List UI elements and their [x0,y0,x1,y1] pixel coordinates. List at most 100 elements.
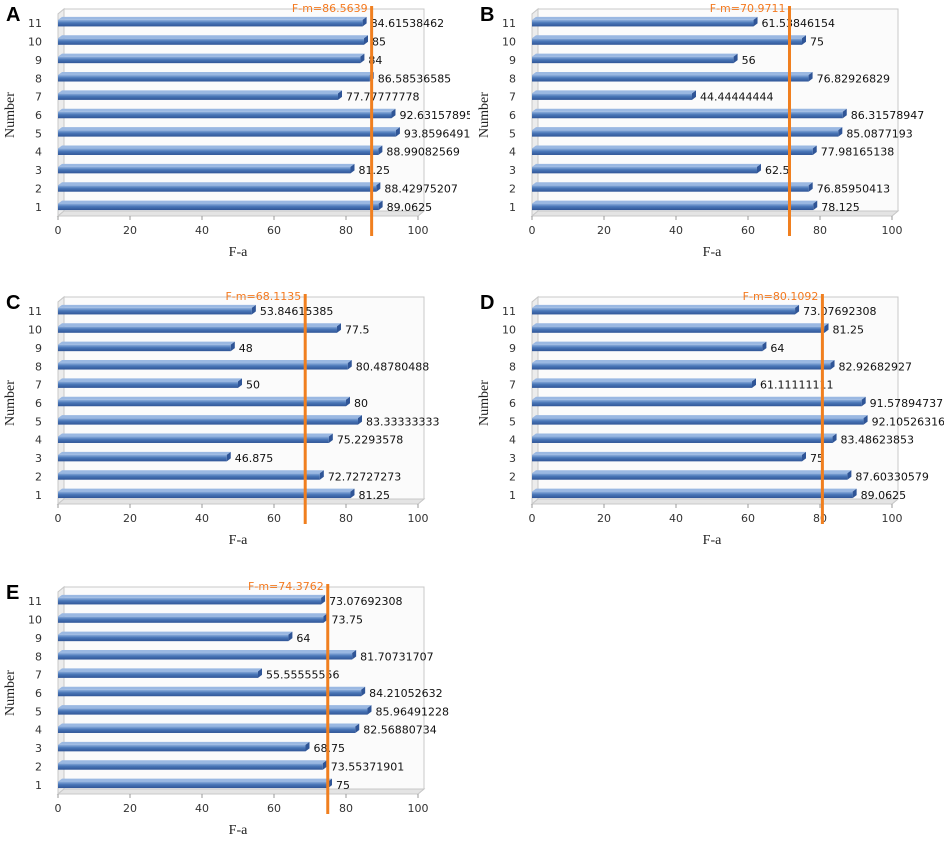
y-tick-label: 6 [509,109,516,122]
bar-end [362,16,367,27]
bar-top [58,723,360,727]
y-tick-label: 9 [35,342,42,355]
bar-top [58,415,362,419]
bar-value-label: 92.10526316 [872,415,944,428]
y-tick-label: 10 [28,614,42,627]
fm-label: F-m=86.5639 [292,2,368,15]
bar-value-label: 64 [770,342,784,355]
y-tick-label: 6 [35,397,42,410]
bar-value-label: 76.82926829 [817,72,890,85]
bar-value-label: 82.92682927 [839,360,912,373]
y-tick-label: 7 [35,91,42,104]
x-tick-label: 80 [813,512,827,525]
bar [58,75,370,82]
floor [530,210,900,217]
y-tick-label: 6 [35,687,42,700]
bar-end [355,723,360,733]
bar [532,185,809,192]
y-tick-label: 2 [509,470,516,483]
x-tick-label: 60 [741,224,755,237]
bar-value-label: 80.48780488 [356,360,429,373]
bar-end [852,488,857,499]
bar-end [692,90,696,100]
bar-top [532,35,806,39]
bar-end [364,35,368,45]
y-tick-label: 1 [509,489,516,502]
bar [58,616,324,623]
bar-end [863,415,868,425]
bar-end [830,360,835,370]
bar-top [532,488,857,492]
bar [532,93,692,100]
y-tick-label: 4 [35,724,42,737]
y-axis-title: Number [3,92,18,138]
bar-end [328,433,333,443]
bar-value-label: 53.84615385 [260,305,333,318]
bar [532,326,825,333]
x-tick-label: 0 [529,512,536,525]
bar-top [58,396,350,400]
bar-value-label: 83.48623853 [841,434,914,447]
x-tick-label: 100 [882,512,903,525]
y-tick-label: 9 [509,54,516,67]
y-tick-label: 7 [35,669,42,682]
fm-label: F-m=70.9711 [710,2,786,15]
bar-value-label: 81.70731707 [360,650,433,663]
bar-end [733,53,738,64]
bar [58,473,320,480]
bar [532,166,757,174]
bar-top [58,631,293,635]
bar [58,399,346,407]
y-tick-label: 1 [509,201,516,214]
bar-end [762,341,767,352]
x-tick-label: 80 [339,802,353,815]
bar-value-label: 77.5 [345,324,370,337]
y-axis-title: Number [477,92,492,138]
bar-value-label: 77.98165138 [821,146,894,159]
bar-end [824,323,829,333]
bar [532,203,814,211]
bar [58,781,328,789]
bar-end [753,16,758,27]
x-tick-label: 80 [339,224,353,237]
bar-top [532,182,813,186]
bar [532,307,796,315]
bar-top [532,470,852,474]
bar-value-label: 93.85964912 [404,127,470,140]
bar-value-label: 81.25 [833,324,865,337]
bar-top [58,200,383,204]
bar [58,671,258,678]
y-tick-label: 9 [35,632,42,645]
bar-value-label: 61.11111111 [760,379,833,392]
bar-top [532,341,767,345]
bar-top [532,53,738,57]
y-tick-label: 5 [509,415,516,428]
bar-end [802,35,806,45]
bar-end [832,433,837,443]
bar-value-label: 46.875 [235,452,274,465]
bar-value-label: 80 [354,397,368,410]
bar-chart-e: 020406080100F-aNumber175273.55371901368.… [3,580,449,838]
x-tick-label: 40 [669,224,683,237]
y-axis-title: Number [477,380,492,426]
y-tick-label: 1 [35,201,42,214]
chart-panel-c: C 0 20 40 60 80 100 F-a Number 1 81.25 2 72.7272727… [0,288,470,573]
x-tick-label: 20 [123,512,137,525]
bar-end [346,396,350,407]
y-tick-label: 8 [35,72,42,85]
x-tick-label: 20 [597,512,611,525]
x-tick-label: 20 [597,224,611,237]
bar-end [360,53,365,64]
bar-top [532,451,806,455]
bar-end [352,650,357,660]
bar-top [58,35,368,39]
bar-end [321,594,326,605]
bar [532,38,802,45]
bar-top [58,470,324,474]
bar [58,381,238,388]
bar-top [58,163,355,167]
bar-top [532,145,817,149]
chart-panel-b: B 0 20 40 60 80 100 F-a Number 1 78.125 2 76.859504… [474,0,944,285]
bar [58,597,322,605]
bar [58,38,364,45]
